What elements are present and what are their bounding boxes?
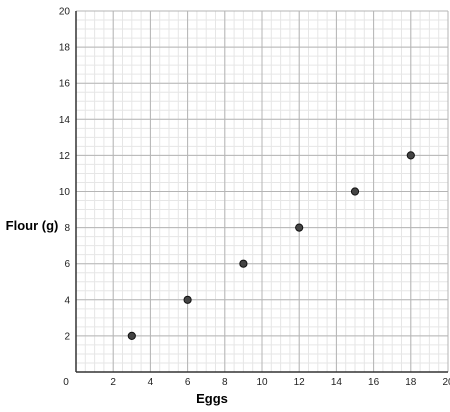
- y-tick-label: 12: [59, 151, 71, 162]
- data-point: [295, 223, 304, 232]
- y-tick-label: 8: [64, 223, 70, 234]
- data-point: [406, 151, 415, 160]
- x-tick-label: 0: [63, 377, 69, 388]
- data-points: [127, 151, 415, 340]
- x-tick-label: 2: [110, 377, 116, 388]
- axes: [75, 11, 448, 373]
- major-grid: [76, 10, 449, 372]
- x-tick-label: 12: [294, 377, 306, 388]
- y-tick-label: 20: [59, 7, 71, 18]
- x-tick-label: 18: [405, 377, 417, 388]
- y-tick-label: 10: [59, 187, 71, 198]
- y-tick-label: 2: [64, 331, 70, 342]
- y-tick-label: 16: [59, 79, 71, 90]
- y-tick-label: 4: [64, 295, 70, 306]
- x-tick-label: 20: [442, 377, 450, 388]
- y-axis-label: Flour (g): [6, 218, 59, 233]
- x-tick-labels: 0 2 4 6 8 10 12 14 16 18 20: [63, 377, 450, 388]
- x-tick-label: 8: [222, 377, 228, 388]
- y-tick-label: 6: [64, 259, 70, 270]
- x-axis-label: Eggs: [196, 391, 228, 406]
- x-tick-label: 4: [148, 377, 154, 388]
- data-point: [127, 331, 136, 340]
- y-tick-label: 18: [59, 43, 71, 54]
- data-point: [183, 295, 192, 304]
- data-point: [239, 259, 248, 268]
- y-tick-label: 14: [59, 115, 71, 126]
- data-point: [350, 187, 360, 196]
- y-tick-labels: 2 4 6 8 10 12 14 16 18 20: [59, 7, 71, 343]
- x-tick-label: 14: [331, 377, 343, 388]
- x-tick-label: 16: [368, 377, 380, 388]
- x-tick-label: 10: [256, 377, 268, 388]
- x-tick-label: 6: [185, 377, 191, 388]
